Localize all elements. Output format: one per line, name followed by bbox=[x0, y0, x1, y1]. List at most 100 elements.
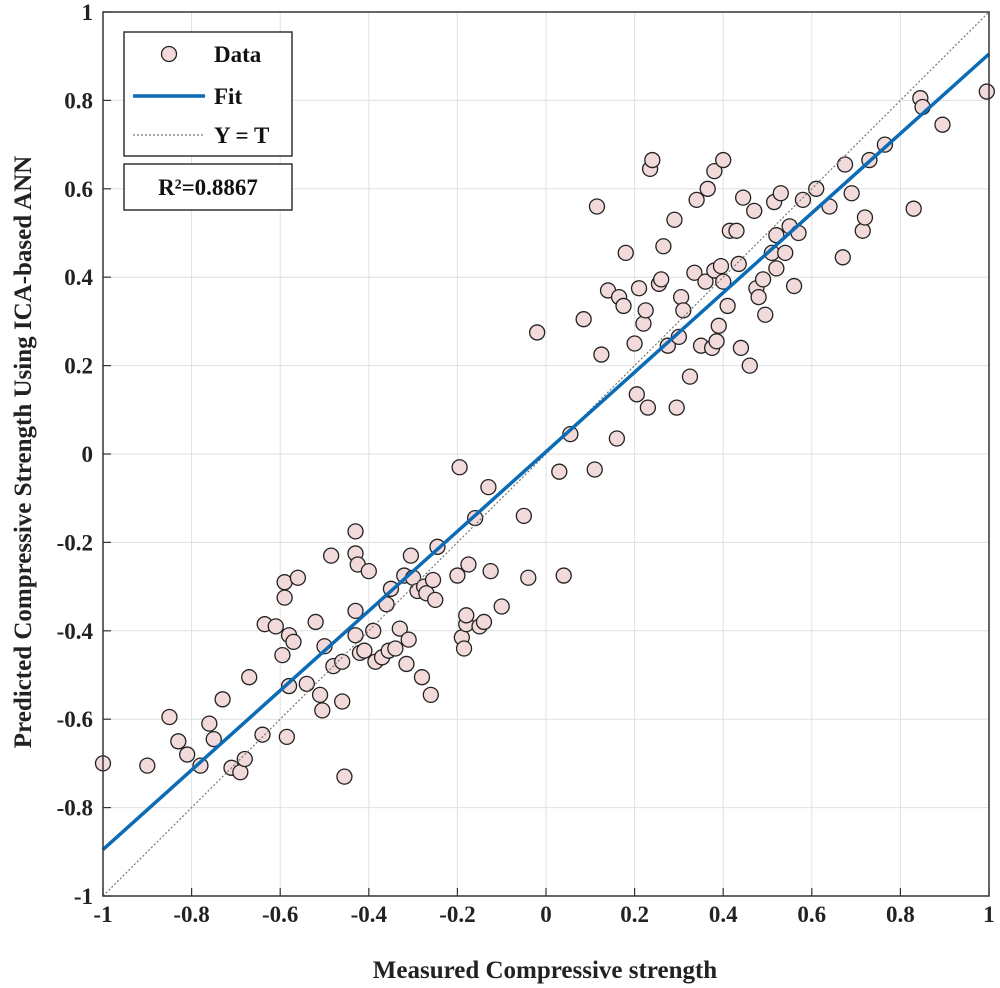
data-point bbox=[659, 337, 676, 354]
data-point bbox=[639, 399, 657, 416]
data-point bbox=[201, 715, 218, 732]
data-point bbox=[314, 702, 331, 719]
data-point bbox=[672, 288, 690, 306]
data-point bbox=[360, 562, 377, 580]
legend-data-label: Data bbox=[214, 42, 262, 67]
data-point bbox=[728, 222, 745, 239]
data-point bbox=[400, 631, 417, 648]
data-point bbox=[808, 180, 825, 197]
legend-identity-label: Y = T bbox=[214, 123, 269, 148]
data-point bbox=[493, 598, 510, 615]
data-point bbox=[588, 198, 606, 215]
data-point bbox=[267, 618, 284, 635]
x-tick-label: 0.2 bbox=[620, 902, 649, 927]
data-point bbox=[298, 675, 315, 692]
data-point bbox=[836, 156, 854, 173]
data-point bbox=[460, 556, 477, 573]
y-tick-label: 0.2 bbox=[64, 354, 93, 379]
data-point bbox=[356, 642, 373, 659]
data-point bbox=[449, 567, 466, 584]
r-squared-label: R²=0.8867 bbox=[158, 175, 258, 200]
legend-box bbox=[123, 31, 293, 157]
data-point bbox=[170, 733, 187, 750]
fit-line bbox=[101, 52, 991, 851]
x-tick-label: 1 bbox=[983, 902, 995, 927]
data-point bbox=[757, 306, 774, 323]
x-tick-label: 0.6 bbox=[797, 902, 826, 927]
data-point bbox=[734, 189, 752, 206]
data-point bbox=[777, 244, 794, 262]
y-tick-label: 0.4 bbox=[64, 265, 93, 290]
data-point bbox=[668, 399, 685, 416]
y-tick-label: -0.8 bbox=[57, 796, 93, 821]
data-point bbox=[562, 425, 579, 443]
data-point bbox=[254, 726, 271, 743]
data-point bbox=[347, 627, 364, 644]
data-point bbox=[276, 589, 293, 606]
data-point bbox=[551, 463, 568, 480]
data-point bbox=[289, 569, 307, 586]
y-tick-labels: -1 -0.8 -0.6 -0.4 -0.2 0 0.2 0.4 0.6 0.8 1 bbox=[57, 0, 111, 909]
data-point bbox=[424, 571, 442, 589]
r-squared-annotation: R²=0.8867 bbox=[123, 163, 293, 211]
data-point bbox=[555, 567, 572, 584]
data-point bbox=[520, 569, 537, 586]
data-point bbox=[715, 273, 732, 290]
data-point bbox=[615, 297, 632, 315]
data-point bbox=[637, 302, 654, 319]
data-point bbox=[391, 620, 408, 637]
data-point bbox=[280, 677, 298, 695]
data-point bbox=[422, 686, 439, 704]
data-point bbox=[236, 750, 253, 768]
data-point bbox=[856, 209, 874, 226]
y-axis-title: Predicted Compressive Strength Using ICA… bbox=[10, 156, 37, 748]
data-point bbox=[413, 669, 431, 686]
data-point bbox=[688, 191, 705, 209]
x-axis-title: Measured Compressive strength bbox=[373, 957, 718, 984]
data-point bbox=[593, 346, 610, 363]
data-point bbox=[334, 653, 351, 670]
data-point bbox=[241, 669, 258, 686]
data-point bbox=[785, 277, 803, 295]
data-point bbox=[630, 280, 648, 297]
y-tick-label: -1 bbox=[74, 884, 93, 909]
data-point bbox=[402, 547, 420, 564]
data-point bbox=[455, 640, 473, 657]
data-point bbox=[715, 151, 732, 169]
data-point bbox=[854, 222, 871, 239]
data-point bbox=[699, 180, 716, 197]
r-squared-box bbox=[123, 163, 293, 211]
data-point bbox=[608, 430, 626, 447]
data-point bbox=[214, 691, 231, 708]
data-point bbox=[575, 311, 592, 328]
data-point bbox=[480, 478, 497, 496]
x-tick-label: -1 bbox=[93, 902, 112, 927]
data-point bbox=[746, 202, 763, 220]
y-tick-label: -0.2 bbox=[57, 530, 93, 555]
data-point bbox=[905, 200, 922, 217]
legend: Data Fit Y = T bbox=[123, 31, 293, 157]
data-point bbox=[719, 297, 736, 315]
data-point bbox=[653, 271, 670, 288]
data-point bbox=[334, 693, 351, 710]
data-point bbox=[311, 686, 329, 704]
data-point bbox=[834, 249, 851, 266]
x-tick-label: 0.4 bbox=[709, 902, 738, 927]
x-tick-label: 0 bbox=[540, 902, 552, 927]
data-point bbox=[934, 116, 951, 133]
data-point bbox=[458, 607, 475, 624]
data-point bbox=[628, 386, 645, 403]
x-tick-label: -0.6 bbox=[262, 902, 298, 927]
data-point bbox=[274, 646, 291, 664]
y-tick-label: 0 bbox=[82, 442, 94, 467]
data-points bbox=[94, 83, 995, 785]
data-point bbox=[161, 708, 178, 726]
data-point bbox=[626, 335, 643, 352]
reference-lines bbox=[101, 11, 991, 897]
data-point bbox=[285, 633, 302, 650]
data-point bbox=[336, 768, 353, 785]
data-point bbox=[644, 151, 661, 169]
data-point bbox=[706, 162, 723, 180]
data-point bbox=[205, 730, 222, 748]
